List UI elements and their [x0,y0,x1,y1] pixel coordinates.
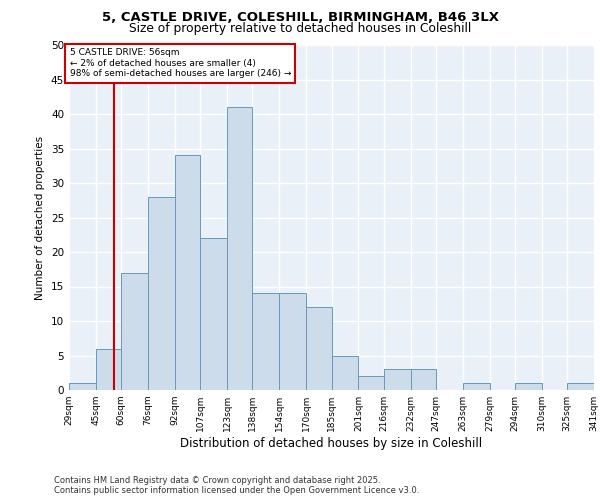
Bar [148,197,175,390]
X-axis label: Distribution of detached houses by size in Coleshill: Distribution of detached houses by size … [181,437,482,450]
Bar [280,294,306,390]
Bar [383,370,410,390]
Bar [200,238,227,390]
Bar [358,376,383,390]
Bar [96,348,121,390]
Text: Contains HM Land Registry data © Crown copyright and database right 2025.
Contai: Contains HM Land Registry data © Crown c… [54,476,419,495]
Bar [306,307,332,390]
Bar [567,383,594,390]
Bar [69,383,96,390]
Text: 5, CASTLE DRIVE, COLESHILL, BIRMINGHAM, B46 3LX: 5, CASTLE DRIVE, COLESHILL, BIRMINGHAM, … [101,11,499,24]
Bar [410,370,436,390]
Bar [463,383,490,390]
Bar [331,356,358,390]
Bar [253,294,280,390]
Bar [175,156,200,390]
Bar [121,272,148,390]
Text: Size of property relative to detached houses in Coleshill: Size of property relative to detached ho… [129,22,471,35]
Bar [227,107,253,390]
Bar [515,383,542,390]
Y-axis label: Number of detached properties: Number of detached properties [35,136,46,300]
Text: 5 CASTLE DRIVE: 56sqm
← 2% of detached houses are smaller (4)
98% of semi-detach: 5 CASTLE DRIVE: 56sqm ← 2% of detached h… [70,48,291,78]
